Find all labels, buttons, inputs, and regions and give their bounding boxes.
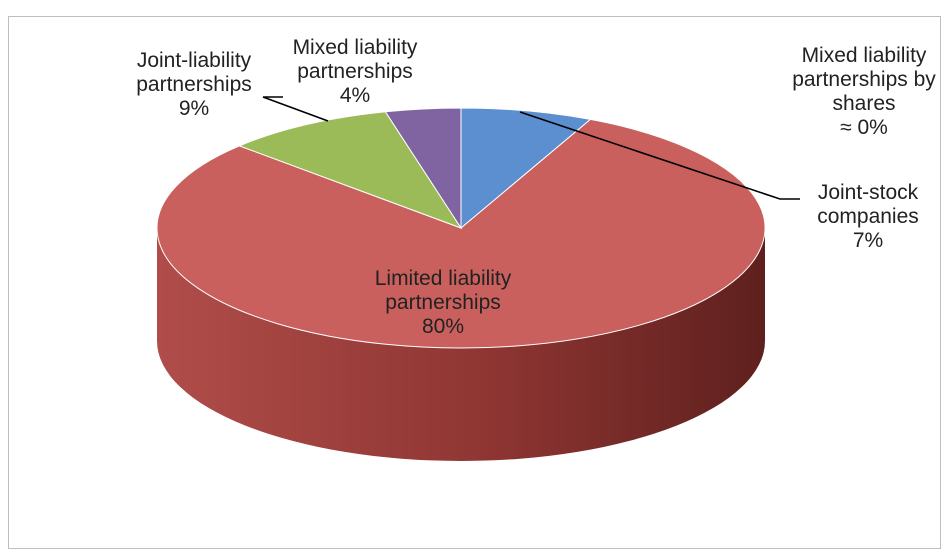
slice-label-3: Mixed liability partnerships 4% — [293, 36, 418, 107]
pie-slice-0 — [460, 107, 592, 230]
slice-label-line-4: Mixed liability — [802, 44, 927, 67]
leader-line-2 — [262, 96, 329, 122]
slice-value-0: 7% — [853, 229, 883, 252]
slice-label-2: Joint-liability partnerships 9% — [136, 49, 252, 120]
slice-value-2: 9% — [179, 97, 209, 120]
slice-value-4: ≈ 0% — [840, 116, 888, 139]
slice-label-4: Mixed liability partnerships by shares ≈ 0% — [792, 44, 936, 139]
slice-label-line-0: Joint-stock — [818, 181, 919, 204]
pie-slice-3 — [384, 107, 462, 230]
slice-label-line-0: companies — [817, 205, 919, 228]
slice-label-line-4: partnerships by — [792, 68, 936, 91]
slice-value-3: 4% — [340, 84, 370, 107]
slice-label-line-2: partnerships — [136, 73, 252, 96]
pie-slice-2 — [238, 111, 463, 229]
slice-label-line-1: partnerships — [385, 291, 501, 314]
pie-slice-1 — [156, 118, 766, 349]
pie-side-wall — [157, 228, 765, 461]
slice-label-0: Joint-stock companies 7% — [817, 181, 919, 252]
slice-value-1: 80% — [422, 315, 464, 338]
slice-label-line-1: Limited liability — [375, 267, 512, 290]
slice-label-1: Limited liability partnerships 80% — [375, 267, 512, 338]
slice-label-line-2: Joint-liability — [137, 49, 252, 72]
slice-label-line-4: shares — [832, 92, 895, 115]
slice-label-line-3: Mixed liability — [293, 36, 418, 59]
leader-line-0 — [519, 111, 800, 200]
slice-label-line-3: partnerships — [297, 60, 413, 83]
